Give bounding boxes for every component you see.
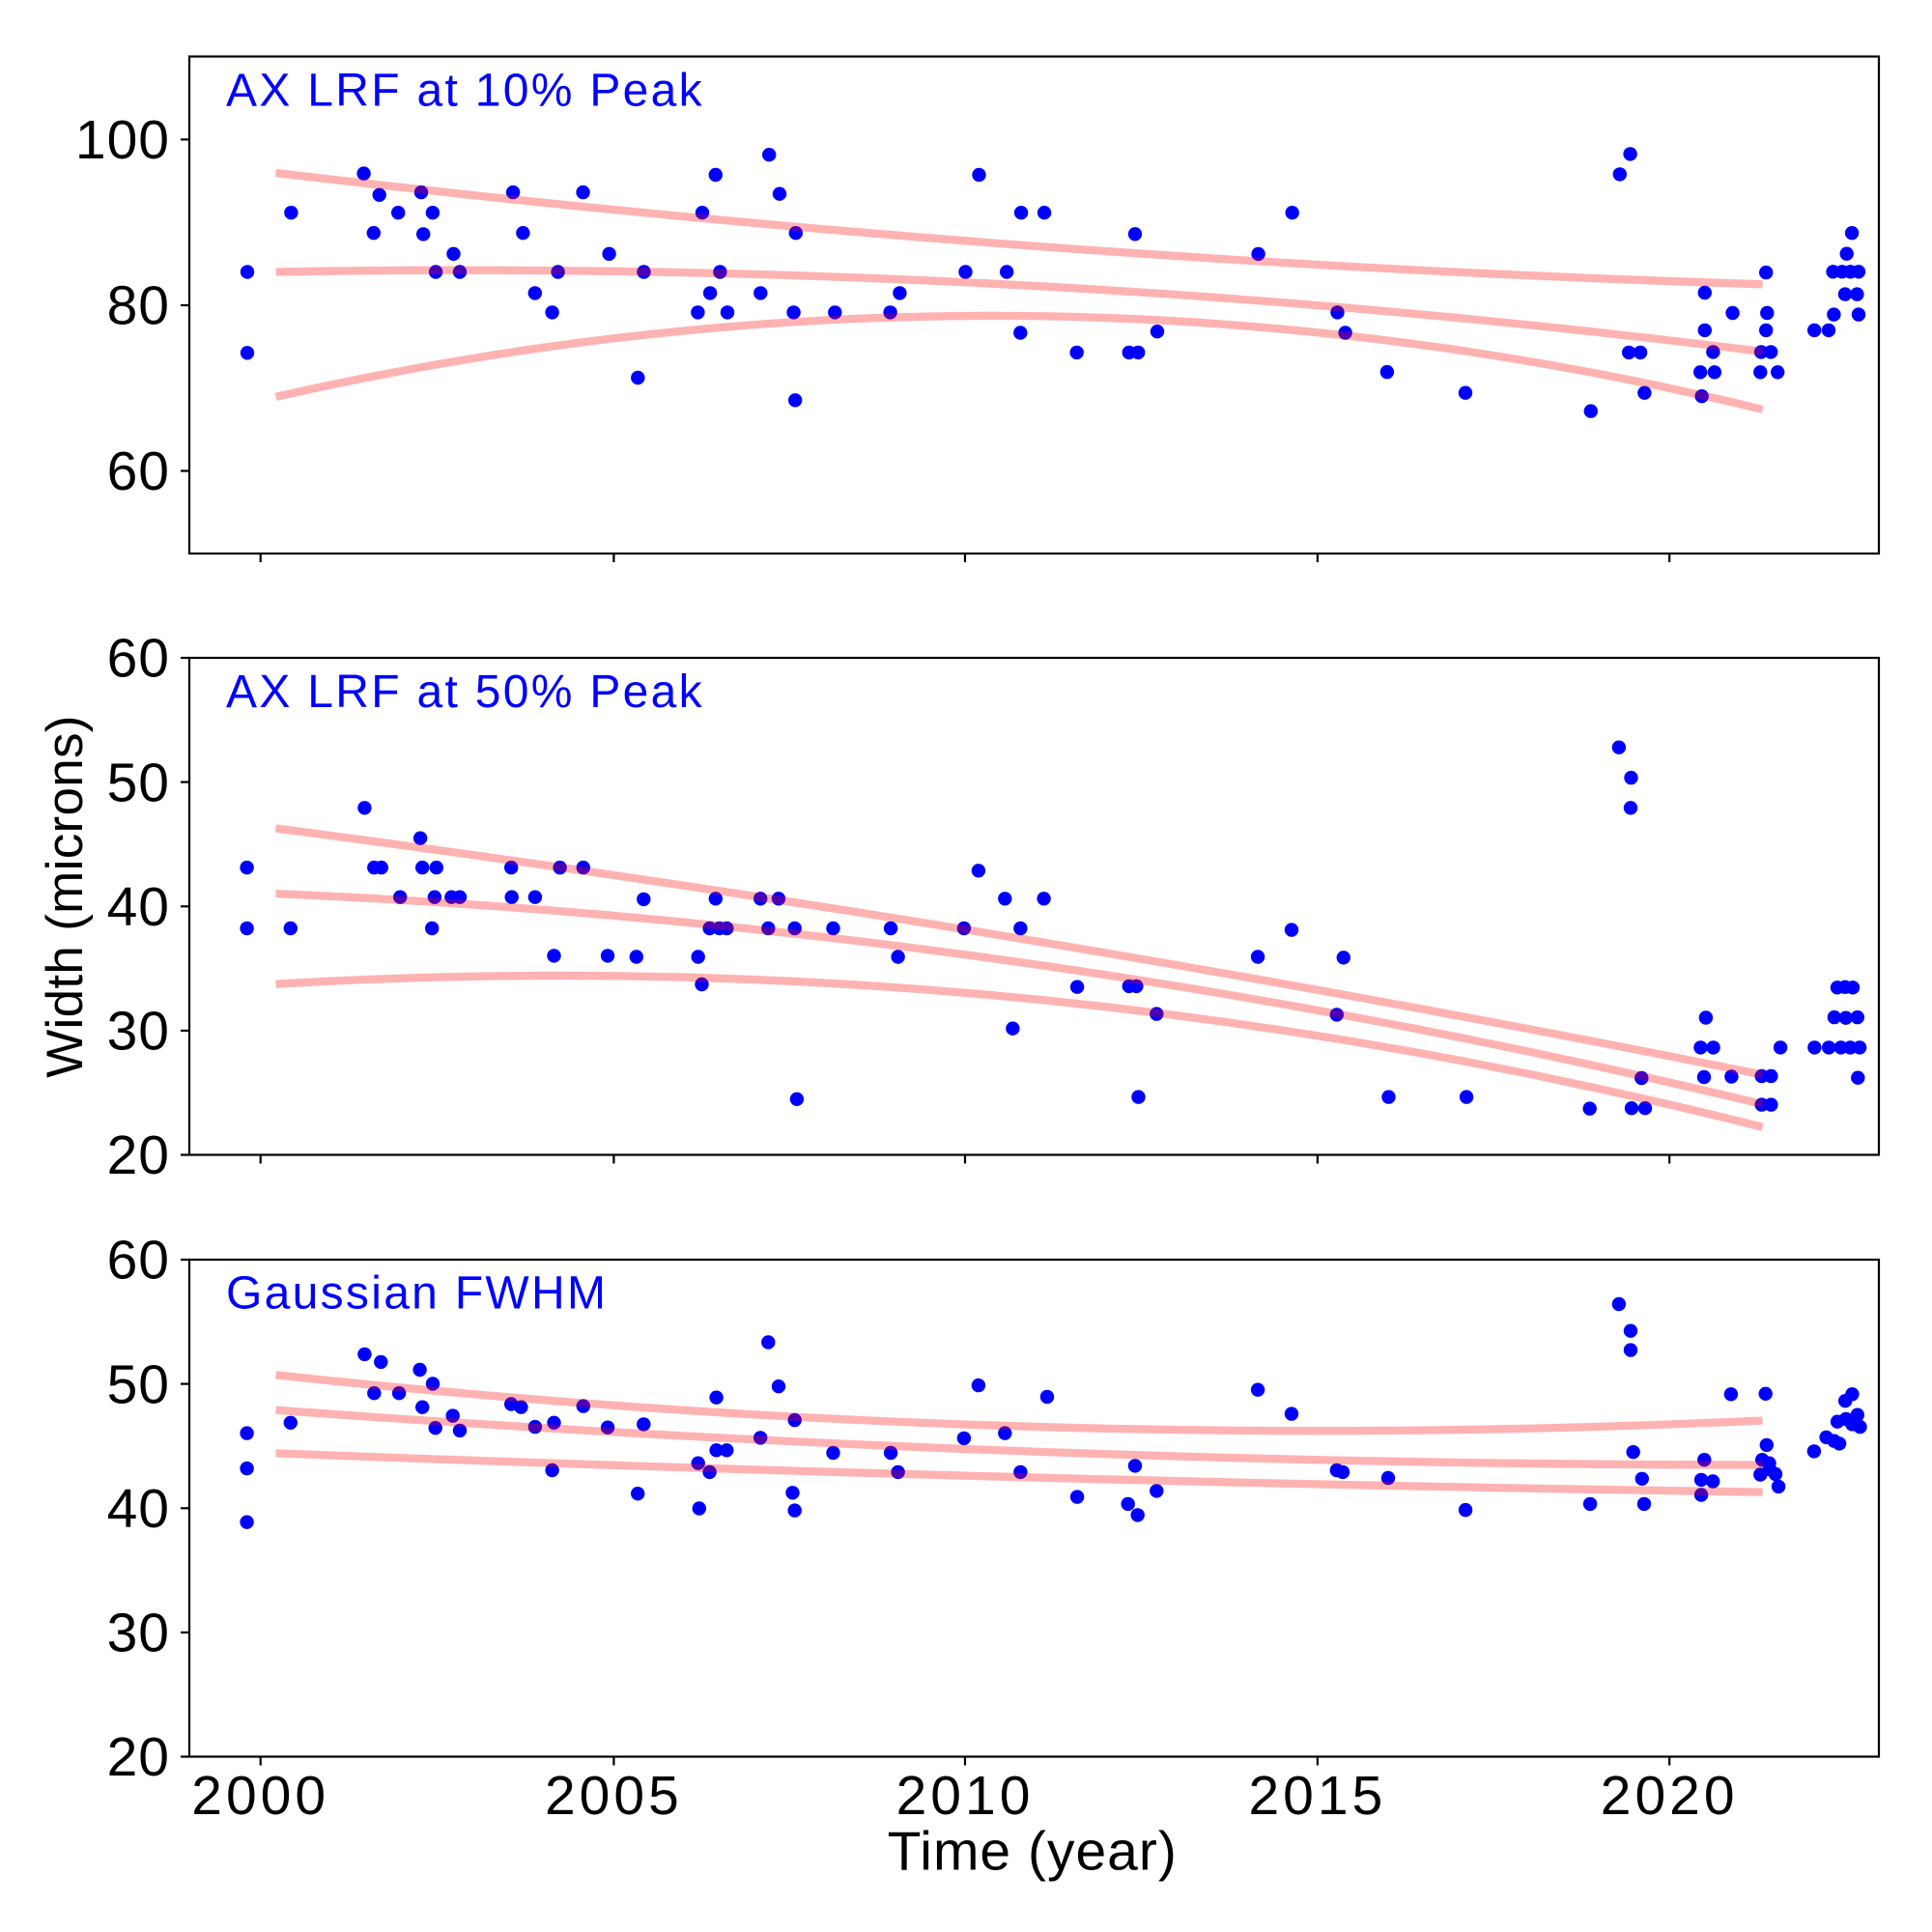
svg-text:30: 30 <box>107 1603 170 1664</box>
svg-text:2010: 2010 <box>896 1765 1035 1827</box>
svg-text:Gaussian FWHM: Gaussian FWHM <box>226 1268 608 1320</box>
svg-text:2015: 2015 <box>1248 1765 1386 1827</box>
svg-text:60: 60 <box>107 440 170 502</box>
svg-text:Time (year): Time (year) <box>888 1821 1178 1883</box>
svg-text:2020: 2020 <box>1601 1765 1739 1827</box>
svg-text:60: 60 <box>107 628 170 690</box>
svg-text:Width (microns): Width (microns) <box>37 715 94 1078</box>
svg-text:50: 50 <box>107 1353 170 1415</box>
svg-text:20: 20 <box>107 1726 170 1788</box>
svg-text:2005: 2005 <box>545 1765 683 1827</box>
svg-text:50: 50 <box>107 752 170 813</box>
svg-text:AX LRF at 50% Peak: AX LRF at 50% Peak <box>226 667 704 718</box>
svg-text:30: 30 <box>107 1001 170 1063</box>
svg-text:AX LRF at 10% Peak: AX LRF at 10% Peak <box>226 65 704 116</box>
svg-text:60: 60 <box>107 1230 170 1292</box>
svg-text:2000: 2000 <box>191 1765 329 1827</box>
svg-text:20: 20 <box>107 1124 170 1186</box>
svg-text:100: 100 <box>75 109 170 171</box>
svg-text:80: 80 <box>107 275 170 337</box>
svg-text:40: 40 <box>107 1478 170 1540</box>
svg-text:40: 40 <box>107 876 170 938</box>
